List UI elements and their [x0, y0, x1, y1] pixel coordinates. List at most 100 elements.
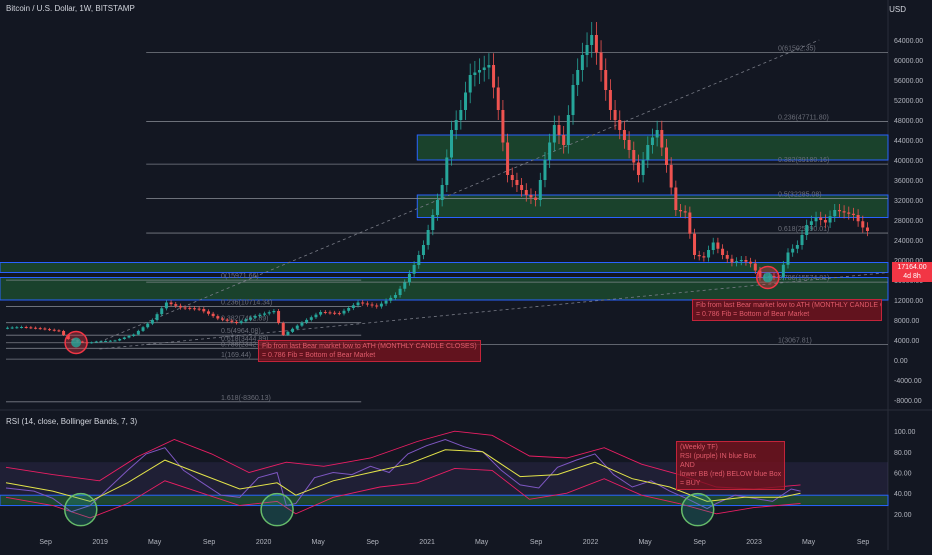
- trend-line: [99, 272, 889, 350]
- candle-body: [421, 245, 425, 255]
- rsi-tick-label: 20.00: [894, 512, 912, 519]
- candle-body: [576, 70, 580, 85]
- candle-body: [319, 312, 323, 315]
- candle-body: [725, 255, 729, 259]
- fib-level-label: 0.618(3444.89): [221, 336, 268, 343]
- time-tick-label: Sep: [857, 539, 870, 546]
- candle-body: [655, 130, 659, 138]
- candle-body: [57, 330, 61, 332]
- candle-body: [370, 304, 374, 306]
- price-tick-label: 28000.00: [894, 218, 923, 225]
- candle-body: [407, 273, 411, 283]
- price-tick-label: -4000.00: [894, 378, 922, 385]
- fib-level-label: 0.236(10714.34): [221, 299, 272, 306]
- last-price-tag: 17164.00 4d 8h: [892, 262, 932, 282]
- candle-body: [230, 320, 234, 322]
- candle-body: [851, 213, 855, 215]
- time-tick-label: Sep: [39, 539, 52, 546]
- candle-body: [29, 327, 33, 329]
- candle-body: [753, 263, 757, 271]
- candle-body: [683, 211, 687, 213]
- fib-level-label: 1(3067.81): [778, 338, 812, 345]
- candle-body: [10, 327, 14, 329]
- candle-body: [730, 258, 734, 263]
- candle-body: [459, 110, 463, 120]
- candle-body: [300, 322, 304, 326]
- candle-body: [62, 331, 66, 335]
- candle-body: [272, 311, 276, 313]
- candle-body: [772, 276, 776, 277]
- candle-body: [501, 110, 505, 143]
- candle-body: [305, 319, 309, 323]
- candle-body: [24, 327, 28, 328]
- fib-note-right: Fib from last Bear market low to ATH (MO…: [692, 299, 882, 321]
- candle-body: [323, 312, 327, 313]
- candle-body: [384, 300, 388, 304]
- candle-body: [613, 110, 617, 120]
- candle-body: [529, 195, 533, 198]
- currency-label: USD: [889, 5, 906, 14]
- candle-body: [267, 312, 271, 314]
- candle-body: [735, 261, 739, 263]
- candle-body: [562, 135, 566, 145]
- candle-body: [445, 157, 449, 185]
- candle-body: [435, 200, 439, 215]
- candle-body: [239, 321, 243, 323]
- fib-level-label: 1(169.44): [221, 352, 251, 359]
- price-tick-label: 24000.00: [894, 238, 923, 245]
- candle-body: [412, 265, 416, 274]
- candle-body: [711, 242, 715, 250]
- time-tick-label: 2021: [419, 539, 435, 546]
- rsi-tick-label: 40.00: [894, 491, 912, 498]
- candle-body: [328, 312, 332, 314]
- candle-body: [281, 323, 285, 335]
- price-tick-label: 52000.00: [894, 98, 923, 105]
- candle-body: [277, 311, 281, 323]
- candle-body: [347, 308, 351, 311]
- candle-body: [146, 323, 150, 328]
- chart-title: Bitcoin / U.S. Dollar, 1W, BITSTAMP: [6, 4, 135, 13]
- candle-body: [506, 142, 510, 175]
- candle-countdown: 4d 8h: [903, 273, 921, 280]
- candle-body: [141, 327, 145, 331]
- time-tick-label: Sep: [530, 539, 543, 546]
- rsi-bb-lower: [5, 467, 801, 519]
- candle-body: [543, 160, 547, 180]
- candle-body: [235, 321, 239, 323]
- candle-body: [702, 256, 706, 258]
- fib-level-label: 0.5(32285.08): [778, 192, 822, 199]
- candle-body: [342, 310, 346, 314]
- time-tick-label: 2022: [583, 539, 599, 546]
- candle-body: [464, 92, 468, 110]
- candle-body: [122, 337, 126, 339]
- candle-body: [164, 302, 168, 309]
- fib-note-right-line1: Fib from last Bear market low to ATH (MO…: [696, 302, 882, 309]
- candle-body: [361, 302, 365, 304]
- fib-note-left-line1: Fib from last Bear market low to ATH (MO…: [262, 343, 477, 350]
- rsi-note-line2: RSI (purple) IN blue Box: [680, 453, 756, 460]
- candle-body: [538, 180, 542, 200]
- candle-body: [52, 329, 56, 331]
- fib-level-label: 0.382(7462.89): [221, 316, 268, 323]
- price-tick-label: 48000.00: [894, 118, 923, 125]
- demand-zone: [416, 194, 889, 218]
- candle-body: [211, 313, 215, 317]
- candle-body: [744, 260, 748, 262]
- candle-body: [249, 317, 253, 320]
- candle-body: [113, 340, 117, 342]
- fib-note-right-line2: = 0.786 Fib = Bottom of Bear Market: [696, 311, 810, 318]
- candle-body: [295, 325, 299, 329]
- candle-body: [333, 312, 337, 314]
- candle-body: [548, 142, 552, 160]
- rsi-line: [5, 438, 801, 513]
- candle-body: [641, 160, 645, 175]
- fib-level-label: 1.618(-8360.13): [221, 395, 271, 402]
- candle-body: [440, 185, 444, 200]
- candle-body: [842, 211, 846, 213]
- demand-zone: [0, 262, 889, 273]
- candle-body: [716, 242, 720, 249]
- candle-body: [482, 67, 486, 70]
- candle-body: [188, 307, 192, 309]
